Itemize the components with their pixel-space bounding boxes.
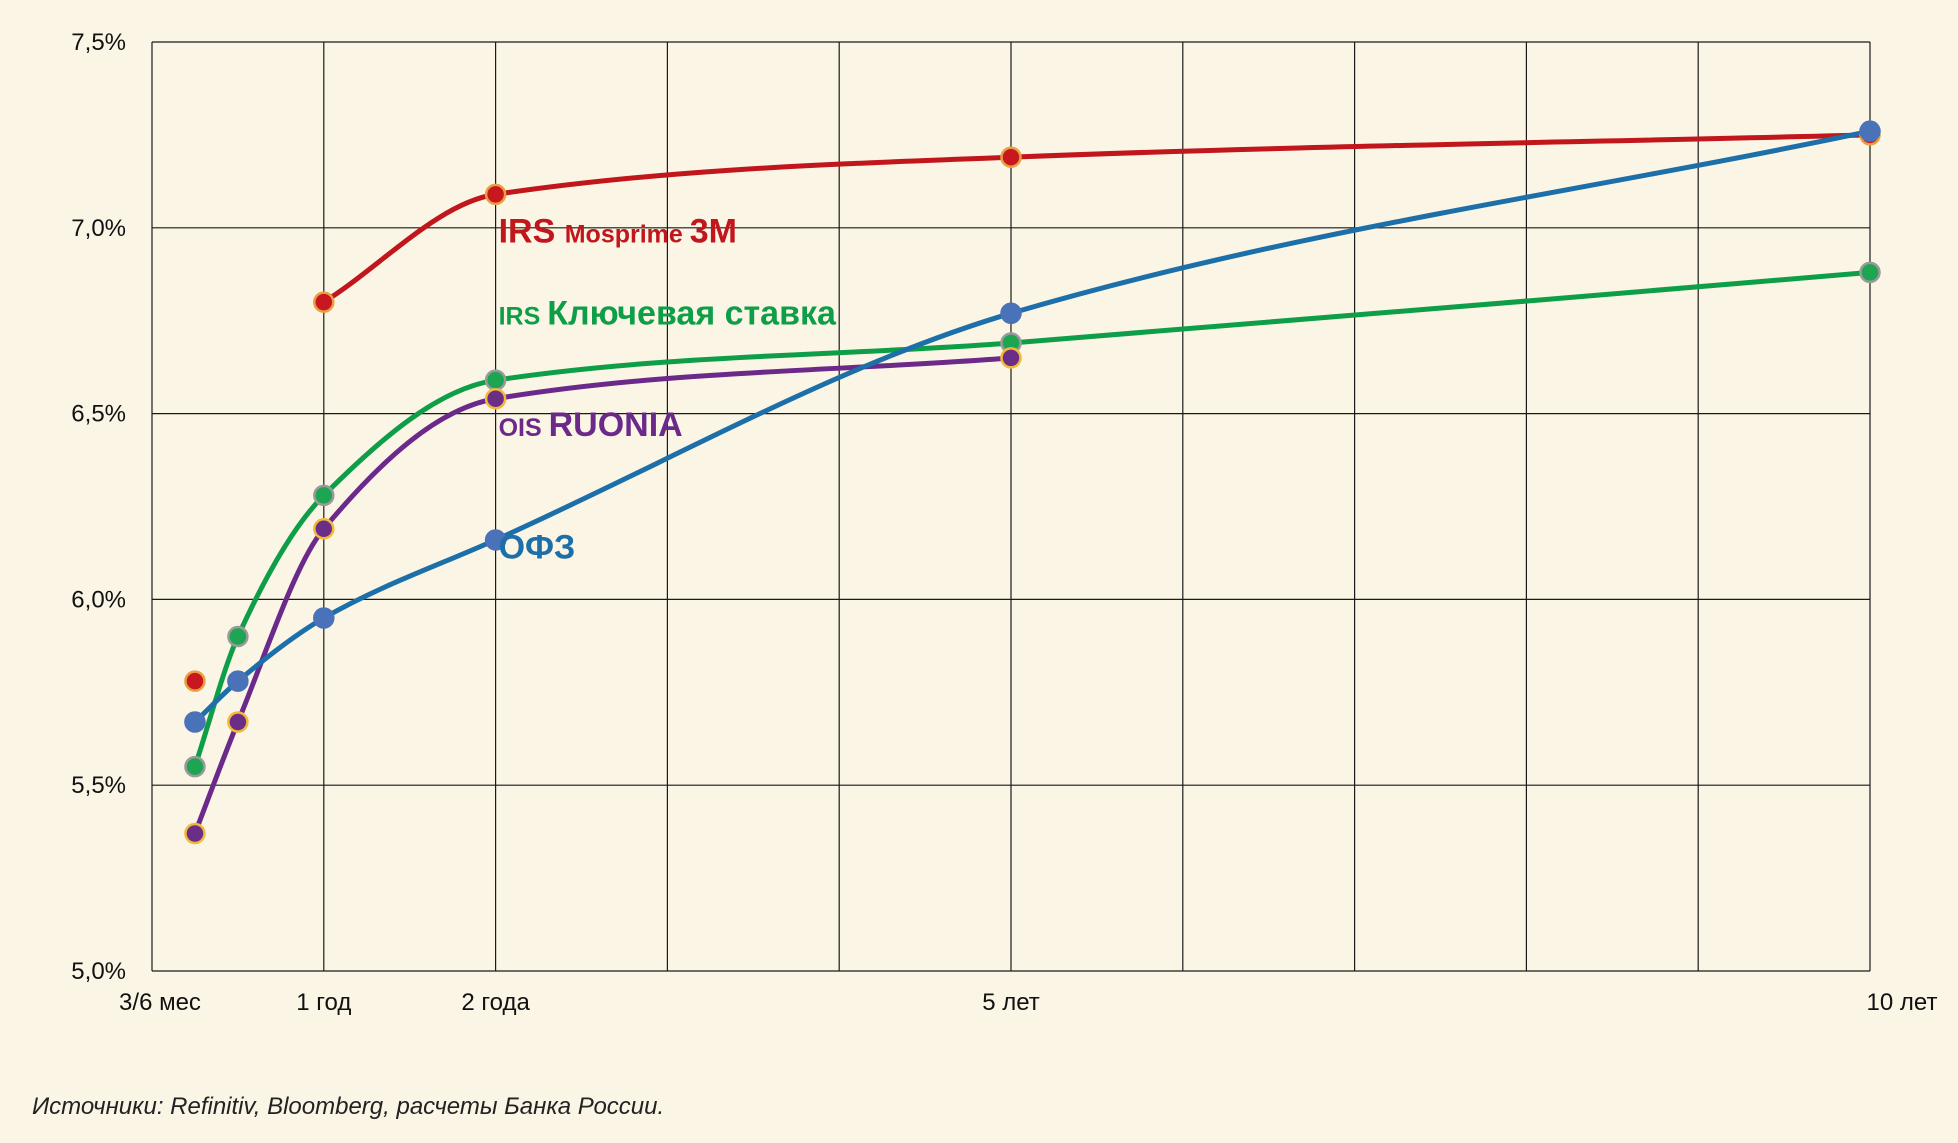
data-point-irs-mosprime-3m [1000, 146, 1022, 168]
data-point-офз [313, 607, 335, 629]
y-axis-tick-labels: 5,0% 5,5% 6,0% 6,5% 7,0% 7,5% [71, 29, 126, 985]
data-point-irs-ключевая-ставка [227, 625, 249, 648]
series-markers [184, 120, 1881, 845]
y-tick-label: 7,5% [71, 29, 126, 56]
data-point-ois-ruonia [1000, 347, 1022, 369]
data-point-irs-mosprime-3m [184, 670, 206, 692]
y-tick-label: 5,5% [71, 772, 126, 799]
source-note: Источники: Refinitiv, Bloomberg, расчеты… [32, 1093, 665, 1120]
data-point-ois-ruonia [313, 518, 335, 540]
series-line-офз [192, 128, 1873, 725]
grid-lines [151, 41, 1871, 972]
data-point-офз [184, 711, 206, 733]
data-point-irs-mosprime-3m [484, 183, 507, 206]
data-point-irs-ключевая-ставка [484, 369, 507, 391]
series-label-irs-ключевая-ставка: IRS Ключевая ставка [499, 294, 837, 332]
series-lines [192, 128, 1873, 836]
series-label-irs-mosprime-3m: IRS Mosprime 3M [499, 213, 737, 251]
y-tick-label: 6,5% [71, 401, 126, 428]
data-point-офз [227, 670, 249, 692]
data-point-ois-ruonia [484, 387, 507, 410]
series-line-irs-mosprime-3m [321, 132, 1873, 305]
series-line-irs-ключевая-ставка [192, 269, 1873, 770]
x-tick-label: 1 год [296, 989, 351, 1016]
data-point-ois-ruonia [184, 822, 206, 845]
y-tick-label: 7,0% [71, 215, 126, 242]
y-tick-label: 5,0% [71, 958, 126, 985]
data-point-irs-ключевая-ставка [313, 484, 335, 507]
data-point-irs-ключевая-ставка [1859, 261, 1881, 284]
x-axis-tick-labels: 3/6 мес 1 год 2 года 5 лет 10 лет [119, 989, 1937, 1016]
y-tick-label: 6,0% [71, 586, 126, 613]
series-labels: IRS Mosprime 3M IRS Ключевая ставка OIS RU… [499, 213, 837, 567]
x-tick-label: 2 года [461, 989, 530, 1016]
data-point-офз [1000, 302, 1022, 325]
data-point-ois-ruonia [227, 711, 249, 733]
x-tick-label: 3/6 мес [119, 989, 201, 1016]
data-point-офз [484, 529, 507, 551]
x-tick-label: 10 лет [1867, 989, 1938, 1016]
data-point-irs-mosprime-3m [313, 291, 335, 313]
series-label-ois-ruonia: OIS RUONIA [499, 406, 683, 444]
data-point-офз [1859, 120, 1881, 142]
data-point-irs-ключевая-ставка [184, 755, 206, 778]
series-label-офз: ОФЗ [499, 529, 576, 567]
x-tick-label: 5 лет [982, 989, 1040, 1016]
